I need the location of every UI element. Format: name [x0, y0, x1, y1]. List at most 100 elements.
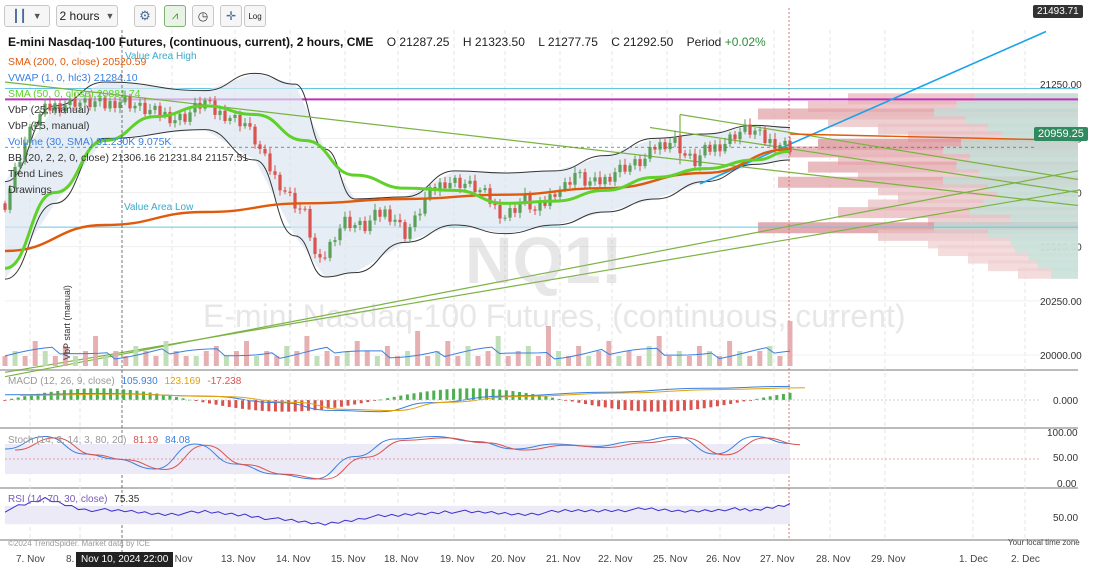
- stoch-value-2: 84.08: [165, 435, 191, 446]
- candle-body: [188, 112, 192, 122]
- watermark-name: E-mini Nasdaq-100 Futures, (continuous, …: [203, 298, 906, 334]
- settings-button[interactable]: ⚙: [134, 5, 156, 27]
- macd-histogram-bar: [465, 388, 469, 400]
- ohlc-values: O 21287.25 H 21323.50 L 21277.75 C 21292…: [387, 35, 766, 49]
- macd-histogram-bar: [511, 391, 515, 400]
- local-time-label: Your local time zone: [1008, 538, 1080, 547]
- macd-histogram-bar: [471, 388, 475, 400]
- volume-bar: [42, 351, 48, 366]
- macd-histogram-bar: [636, 400, 640, 412]
- volume-bar: [264, 351, 270, 366]
- macd-histogram-bar: [676, 400, 680, 412]
- candle-body: [393, 219, 397, 222]
- macd-legend: MACD (12, 26, 9, close) 105.930 123.169 …: [8, 374, 245, 390]
- candle-body: [568, 182, 572, 185]
- candle-body: [428, 187, 432, 198]
- volume-bar: [324, 351, 330, 366]
- macd-histogram-bar: [194, 400, 198, 401]
- candle-body: [673, 136, 677, 143]
- macd-histogram-bar: [715, 400, 719, 407]
- volume-bar: [133, 346, 139, 366]
- volume-bar: [93, 336, 99, 366]
- volume-profile-bar-buy: [943, 146, 1078, 158]
- candle-body: [108, 101, 112, 109]
- candle-body: [738, 131, 742, 140]
- candle-body: [253, 126, 257, 145]
- legend-item[interactable]: Trend Lines: [8, 168, 64, 180]
- candle-body: [163, 111, 167, 117]
- macd-histogram-bar: [649, 400, 653, 412]
- rsi-axis-tick: 50.00: [1053, 513, 1079, 524]
- candle-body: [173, 120, 177, 124]
- clock-button[interactable]: ◷: [192, 5, 214, 27]
- volume-bar: [62, 346, 68, 366]
- stoch-axis-tick-0: 0.00: [1057, 479, 1077, 490]
- macd-histogram-bar: [333, 400, 337, 408]
- volume-bar: [525, 346, 531, 366]
- x-tick-label: 12. Nov: [158, 554, 192, 565]
- candle-body: [383, 209, 387, 217]
- macd-histogram-bar: [306, 400, 310, 411]
- volume-bar: [576, 346, 582, 366]
- macd-histogram-bar: [537, 395, 541, 400]
- candle-body: [308, 208, 312, 238]
- legend-item[interactable]: Volume (30, SMA) 31.230K 9.075K: [8, 136, 172, 148]
- mountain-button[interactable]: ⩘: [164, 5, 186, 27]
- legend-item[interactable]: SMA (50, 0, close) 20881.74: [8, 88, 141, 100]
- candle-body: [8, 188, 12, 210]
- candle-body: [768, 138, 772, 144]
- legend-item[interactable]: VbP (25, manual): [8, 104, 90, 116]
- bollinger-upper-line: [4, 72, 791, 200]
- candle-body: [593, 177, 597, 182]
- volume-profile-bar: [758, 108, 1078, 120]
- candlestick-icon: ┃┃: [12, 9, 27, 23]
- macd-histogram-bar: [392, 396, 396, 400]
- candle-body: [573, 173, 577, 185]
- log-scale-button[interactable]: Log: [244, 5, 266, 27]
- volume-bar: [294, 351, 300, 366]
- candle-body: [708, 144, 712, 152]
- candle-body: [3, 203, 7, 210]
- legend-item[interactable]: VbP (25, manual): [8, 120, 90, 132]
- legend-item[interactable]: BB (20, 2, 2, 0, close) 21306.16 21231.8…: [8, 152, 249, 164]
- x-tick-label: 29. Nov: [871, 554, 905, 565]
- rsi-label: RSI (14, 70, 30, close): [8, 494, 108, 505]
- macd-histogram-bar: [326, 400, 330, 409]
- close-label: C: [611, 35, 620, 49]
- volume-bar: [646, 346, 652, 366]
- legend-item[interactable]: SMA (200, 0, close) 20520.59: [8, 56, 147, 68]
- volume-profile-bar-buy: [988, 184, 1078, 196]
- macd-histogram-bar: [603, 400, 607, 408]
- volume-profile-bar-buy: [979, 169, 1078, 181]
- macd-histogram-bar: [207, 400, 211, 404]
- legend-item[interactable]: VWAP (1, 0, hlc3) 21284.10: [8, 72, 138, 84]
- macd-histogram-bar: [551, 397, 555, 400]
- candle-body: [463, 183, 467, 188]
- candle-body: [788, 140, 792, 153]
- candle-body: [603, 176, 607, 185]
- macd-histogram-bar: [768, 396, 772, 400]
- candle-body: [353, 225, 357, 229]
- high-label: H: [462, 35, 472, 49]
- volume-bar: [233, 351, 239, 366]
- candle-body: [248, 123, 252, 127]
- crosshair-button[interactable]: ✛: [220, 5, 242, 27]
- candle-body: [278, 174, 282, 191]
- vbp-start-label: VbP start (manual): [62, 285, 72, 360]
- candle-body: [323, 257, 327, 259]
- macd-histogram-bar: [122, 389, 126, 400]
- candle-body: [533, 209, 537, 211]
- macd-histogram-bar: [254, 400, 258, 411]
- candle-body: [343, 216, 347, 229]
- candle-body: [613, 172, 617, 182]
- candle-body: [373, 209, 377, 221]
- interval-select[interactable]: 2 hours ▼: [56, 5, 118, 27]
- candle-body: [103, 97, 107, 109]
- candle-body: [733, 134, 737, 140]
- chart-type-button[interactable]: ┃┃ ▼: [4, 5, 50, 27]
- candle-body: [423, 197, 427, 214]
- copyright-label: ©2024 TrendSpider. Market data by ICE: [8, 539, 150, 548]
- legend-item[interactable]: Drawings: [8, 184, 52, 196]
- macd-histogram-bar: [346, 400, 350, 406]
